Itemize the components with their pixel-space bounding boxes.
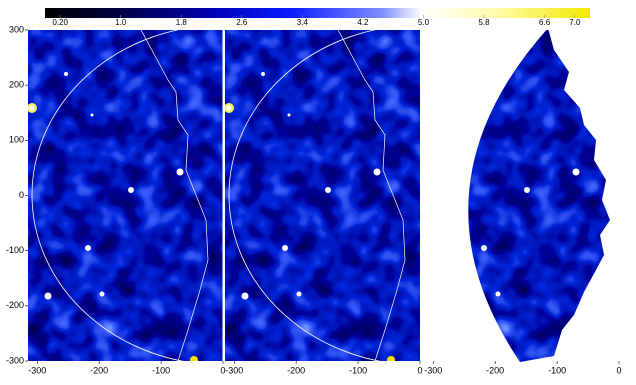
x-tick-label: 0: [417, 365, 422, 375]
x-tick-label: -300: [424, 365, 442, 375]
x-tick-label: 0: [220, 365, 225, 375]
y-tick-label: -300: [6, 355, 24, 365]
mask-outline: [337, 30, 406, 361]
x-tick-label: -200: [287, 365, 305, 375]
x-tick-label: -300: [225, 365, 243, 375]
x-tick-label: -100: [152, 365, 170, 375]
x-tick-label: -100: [548, 365, 566, 375]
colorbar: 0.20 1.0 1.8 2.6 3.4 4.2 5.0 5.8 6.6 7.0: [45, 8, 590, 27]
mask-outline: [140, 30, 209, 361]
colorbar-tick-label: 2.6: [236, 18, 248, 27]
panel-2: [224, 30, 611, 361]
colorbar-tick-label: 5.8: [478, 18, 490, 27]
x-tick-label: -200: [90, 365, 108, 375]
x-tick-label: -100: [349, 365, 367, 375]
colorbar-tick-label: 4.2: [357, 18, 369, 27]
colorbar-tick-label: 1.0: [115, 18, 127, 27]
x-tick-label: -200: [486, 365, 504, 375]
colorbar-tick-label: 5.0: [418, 18, 430, 27]
y-tick-label: 0: [19, 190, 24, 200]
y-tick-label: 100: [9, 135, 24, 145]
x-tick-label: 0: [616, 365, 621, 375]
colorbar-tick-label: 0.20: [52, 18, 68, 27]
colorbar-tick-label: 1.8: [176, 18, 188, 27]
colorbar-ticks: 0.20 1.0 1.8 2.6 3.4 4.2 5.0 5.8 6.6 7.0: [52, 15, 581, 27]
colorbar-tick-label: 3.4: [297, 18, 309, 27]
panel-3: [423, 30, 624, 370]
x-tick-label: -300: [28, 365, 46, 375]
y-tick-label: 300: [9, 24, 24, 34]
axes: -300 -200 -100 0 -300 -200 -100 0 -300 -200 -100 03…: [6, 24, 622, 375]
boundary-arc: [228, 30, 382, 361]
colorbar-tick-label: 7.0: [569, 18, 581, 27]
boundary-arc: [31, 30, 185, 361]
panel-1: [27, 30, 414, 361]
y-tick-label: -100: [6, 245, 24, 255]
y-tick-label: -200: [6, 300, 24, 310]
y-tick-label: 200: [9, 80, 24, 90]
colorbar-scale: [45, 8, 590, 18]
colorbar-tick-label: 6.6: [539, 18, 551, 27]
